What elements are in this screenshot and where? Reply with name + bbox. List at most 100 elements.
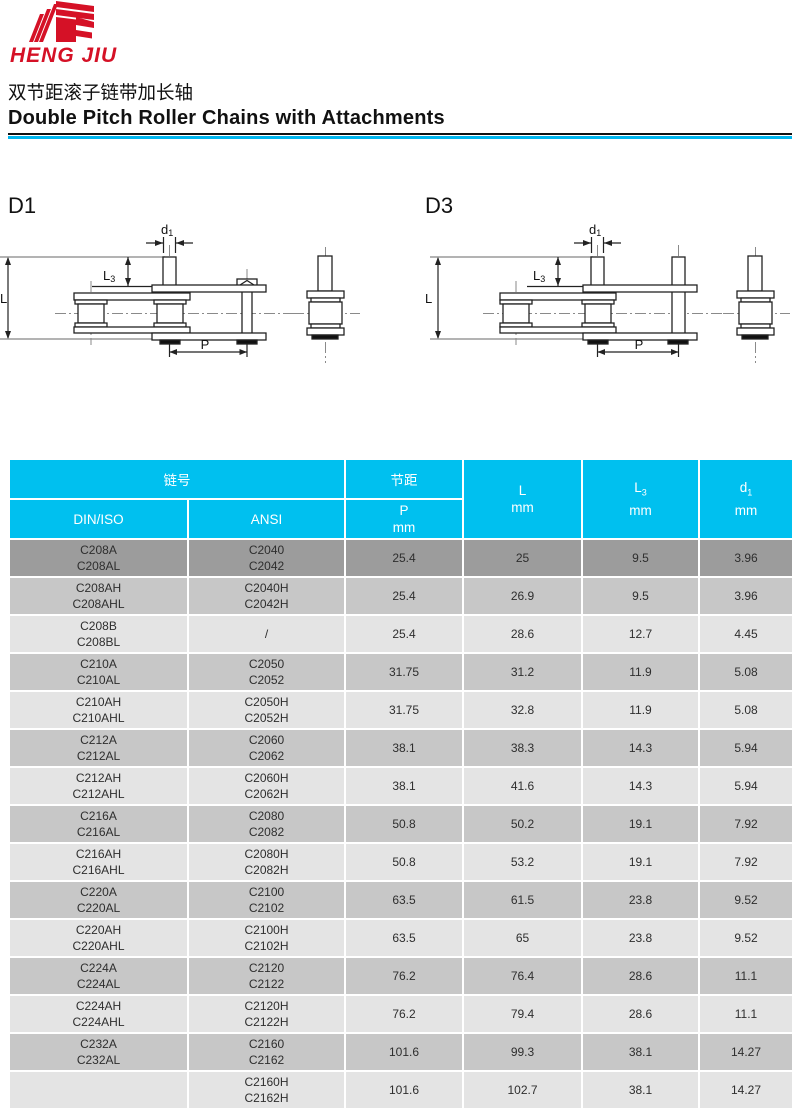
pitch-cell: 50.8: [344, 804, 464, 844]
table-row: C232A C232AL C2160 C2162 101.6 99.3 38.1 14.27: [8, 1032, 794, 1072]
l3-cell: 28.6: [581, 994, 700, 1034]
l3-cell: 19.1: [581, 842, 700, 882]
l-cell: 25: [462, 538, 583, 578]
dim-d1: d1: [574, 222, 621, 253]
l-cell: 53.2: [462, 842, 583, 882]
din-iso-cell: C220AH C220AHL: [8, 918, 189, 958]
d1-cell: 14.27: [698, 1032, 794, 1072]
d1-cell: 4.45: [698, 614, 794, 654]
col-header-d1: d1 mm: [698, 458, 794, 540]
chain-side-view: [73, 256, 267, 345]
d1-cell: 9.52: [698, 880, 794, 920]
spec-table-header: 链号 节距 L mm L3 mm d1 mm DIN/ISO ANSI: [8, 458, 794, 540]
diagram-d3-label: D3: [425, 193, 454, 218]
l3-cell: 38.1: [581, 1070, 700, 1110]
table-row: C216AH C216AHL C2080H C2082H 50.8 53.2 19.1 7.9…: [8, 842, 794, 882]
din-iso-cell: C232A C232AL: [8, 1032, 189, 1072]
din-iso-cell: C224AH C224AHL: [8, 994, 189, 1034]
col-header-p: P mm: [344, 498, 464, 540]
diagram-d1: D1 L: [0, 193, 412, 378]
svg-text:L: L: [0, 291, 7, 306]
l-cell: 50.2: [462, 804, 583, 844]
din-iso-cell: C208AH C208AHL: [8, 576, 189, 616]
ansi-cell: C2120 C2122: [187, 956, 346, 996]
din-iso-cell: C216AH C216AHL: [8, 842, 189, 882]
l-cell: 26.9: [462, 576, 583, 616]
l-cell: 61.5: [462, 880, 583, 920]
l3-cell: 23.8: [581, 880, 700, 920]
pitch-cell: 63.5: [344, 918, 464, 958]
l3-cell: 23.8: [581, 918, 700, 958]
ansi-cell: C2160H C2162H: [187, 1070, 346, 1110]
ansi-cell: C2080H C2082H: [187, 842, 346, 882]
din-iso-cell: C212AH C212AHL: [8, 766, 189, 806]
d1-cell: 14.27: [698, 1070, 794, 1110]
din-iso-cell: [8, 1070, 189, 1110]
pitch-cell: 31.75: [344, 690, 464, 730]
ansi-cell: C2050H C2052H: [187, 690, 346, 730]
d1-cell: 3.96: [698, 576, 794, 616]
l3-cell: 14.3: [581, 728, 700, 768]
title-rule-black: [8, 133, 792, 135]
d1-cell: 5.94: [698, 766, 794, 806]
l-cell: 102.7: [462, 1070, 583, 1110]
d1-cell: 5.94: [698, 728, 794, 768]
l3-cell: 12.7: [581, 614, 700, 654]
table-row: C220AH C220AHL C2100H C2102H 63.5 65 23.8 9.52: [8, 918, 794, 958]
pitch-cell: 25.4: [344, 576, 464, 616]
table-row: C224AH C224AHL C2120H C2122H 76.2 79.4 28.6 11.…: [8, 994, 794, 1034]
brand-name: HENG JIU: [10, 44, 118, 67]
din-iso-cell: C208A C208AL: [8, 538, 189, 578]
l-cell: 76.4: [462, 956, 583, 996]
col-header-ansi: ANSI: [187, 498, 346, 540]
page-title-zh: 双节距滚子链带加长轴: [8, 82, 194, 103]
table-row: C212A C212AL C2060 C2062 38.1 38.3 14.3 5.94: [8, 728, 794, 768]
d1-cell: 3.96: [698, 538, 794, 578]
table-row: C208B C208BL/25.4 28.6 12.7 4.45: [8, 614, 794, 654]
l-cell: 99.3: [462, 1032, 583, 1072]
svg-text:L3: L3: [103, 268, 115, 284]
col-header-din-iso: DIN/ISO: [8, 498, 189, 540]
din-iso-cell: C210AH C210AHL: [8, 690, 189, 730]
pin-end-view: [306, 255, 345, 340]
l-cell: 65: [462, 918, 583, 958]
page-title-en: Double Pitch Roller Chains with Attachme…: [8, 107, 445, 129]
title-block: 双节距滚子链带加长轴 Double Pitch Roller Chains wi…: [8, 80, 792, 139]
din-iso-cell: C224A C224AL: [8, 956, 189, 996]
l3-cell: 19.1: [581, 804, 700, 844]
l-cell: 79.4: [462, 994, 583, 1034]
l3-cell: 9.5: [581, 538, 700, 578]
ansi-cell: C2040 C2042: [187, 538, 346, 578]
l-cell: 31.2: [462, 652, 583, 692]
col-header-chain-no: 链号: [8, 458, 346, 500]
l3-cell: 11.9: [581, 690, 700, 730]
l3-cell: 9.5: [581, 576, 700, 616]
din-iso-cell: C208B C208BL: [8, 614, 189, 654]
table-row: C224A C224AL C2120 C2122 76.2 76.4 28.6 11.1: [8, 956, 794, 996]
pitch-cell: 25.4: [344, 538, 464, 578]
l3-cell: 11.9: [581, 652, 700, 692]
spec-table-body: C208A C208AL C2040 C2042 25.4 25 9.5 3.96 C208AH…: [8, 538, 794, 1110]
diagram-d3: D3 L: [415, 193, 800, 378]
chain-side-view: [499, 256, 698, 345]
table-row: C2160H C2162H 101.6 102.7 38.1 14.27: [8, 1070, 794, 1110]
d1-cell: 7.92: [698, 804, 794, 844]
d1-cell: 9.52: [698, 918, 794, 958]
din-iso-cell: C220A C220AL: [8, 880, 189, 920]
l-cell: 38.3: [462, 728, 583, 768]
ansi-cell: C2050 C2052: [187, 652, 346, 692]
pitch-cell: 63.5: [344, 880, 464, 920]
d1-cell: 11.1: [698, 956, 794, 996]
l-cell: 32.8: [462, 690, 583, 730]
ansi-cell: C2080 C2082: [187, 804, 346, 844]
ansi-cell: C2100H C2102H: [187, 918, 346, 958]
d1-cell: 5.08: [698, 690, 794, 730]
l3-cell: 28.6: [581, 956, 700, 996]
col-header-l3: L3 mm: [581, 458, 700, 540]
ansi-cell: C2100 C2102: [187, 880, 346, 920]
diagram-d1-drawing: L d1 L3: [0, 222, 360, 363]
dim-p: P: [168, 337, 248, 357]
svg-text:L3: L3: [533, 268, 545, 284]
ansi-cell: C2060 C2062: [187, 728, 346, 768]
l3-cell: 38.1: [581, 1032, 700, 1072]
